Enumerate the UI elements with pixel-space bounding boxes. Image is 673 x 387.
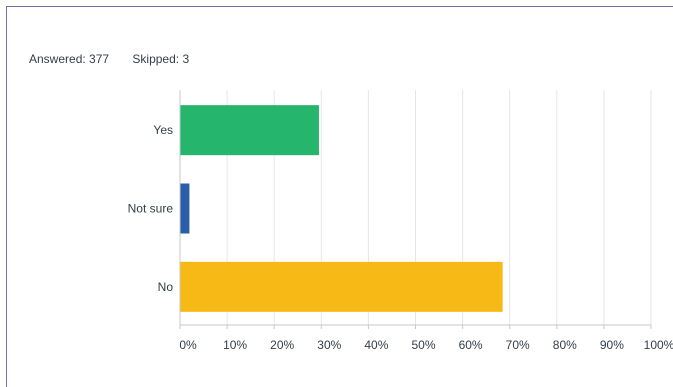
tick-label: 0% <box>179 338 197 352</box>
answered-count: Answered: 377 <box>29 52 110 66</box>
skipped-count: Skipped: 3 <box>132 52 190 66</box>
tick-label: 20% <box>270 338 294 352</box>
tick-label: 10% <box>223 338 247 352</box>
category-label: No <box>158 280 174 294</box>
tick-label: 40% <box>364 338 388 352</box>
tick-label: 60% <box>459 338 483 352</box>
tick-label: 90% <box>600 338 624 352</box>
chart-panel <box>6 6 673 387</box>
category-label: Yes <box>153 123 173 137</box>
bar <box>180 105 319 156</box>
tick-label: 100% <box>644 338 673 352</box>
axes <box>179 90 651 326</box>
bar <box>180 183 190 234</box>
tick-labels: 0% 10% 20% 30% 40% 50% 60% 70% 80% 90% 100% <box>179 338 673 352</box>
bar <box>180 261 503 312</box>
category-label: Not sure <box>128 202 174 216</box>
tick-label: 70% <box>506 338 530 352</box>
tick-label: 30% <box>317 338 341 352</box>
category-labels: Yes Not sure No <box>128 123 174 294</box>
response-summary: Answered: 377 Skipped: 3 <box>29 52 209 66</box>
tick-label: 80% <box>553 338 577 352</box>
tick-label: 50% <box>411 338 435 352</box>
bars <box>180 105 503 312</box>
